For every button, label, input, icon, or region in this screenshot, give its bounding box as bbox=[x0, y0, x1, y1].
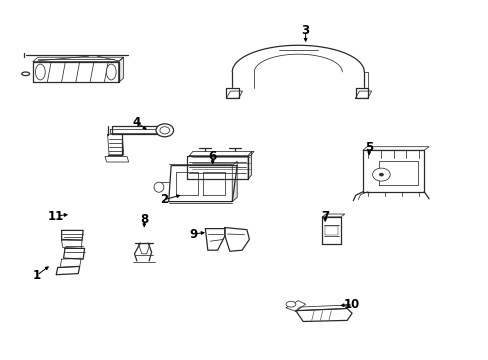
Polygon shape bbox=[295, 305, 350, 311]
Polygon shape bbox=[226, 91, 242, 98]
Polygon shape bbox=[33, 62, 118, 82]
Polygon shape bbox=[110, 129, 161, 133]
Polygon shape bbox=[226, 88, 238, 98]
Polygon shape bbox=[168, 166, 237, 202]
Polygon shape bbox=[362, 147, 428, 150]
Text: 5: 5 bbox=[365, 141, 372, 154]
Text: 3: 3 bbox=[301, 24, 309, 37]
Polygon shape bbox=[203, 172, 224, 195]
Text: 7: 7 bbox=[321, 210, 328, 222]
Polygon shape bbox=[224, 228, 249, 251]
Text: 11: 11 bbox=[48, 210, 64, 222]
Ellipse shape bbox=[154, 182, 163, 192]
Ellipse shape bbox=[160, 127, 169, 134]
Ellipse shape bbox=[372, 168, 389, 181]
Polygon shape bbox=[105, 157, 128, 162]
Polygon shape bbox=[232, 161, 237, 202]
Text: 4: 4 bbox=[133, 116, 141, 129]
Polygon shape bbox=[186, 156, 248, 179]
Polygon shape bbox=[322, 217, 340, 244]
Polygon shape bbox=[248, 151, 251, 179]
Text: 2: 2 bbox=[160, 193, 167, 206]
Text: 6: 6 bbox=[208, 150, 216, 163]
Ellipse shape bbox=[35, 64, 45, 80]
Ellipse shape bbox=[156, 124, 173, 137]
Polygon shape bbox=[355, 91, 371, 98]
Polygon shape bbox=[138, 244, 150, 254]
Polygon shape bbox=[61, 240, 82, 248]
Polygon shape bbox=[175, 172, 197, 195]
Polygon shape bbox=[107, 134, 123, 155]
Ellipse shape bbox=[22, 72, 30, 76]
Polygon shape bbox=[362, 150, 424, 192]
Polygon shape bbox=[324, 226, 338, 235]
Polygon shape bbox=[63, 248, 84, 259]
Polygon shape bbox=[232, 45, 364, 72]
Polygon shape bbox=[322, 214, 344, 217]
Text: 8: 8 bbox=[140, 213, 148, 226]
Ellipse shape bbox=[106, 64, 116, 80]
Polygon shape bbox=[205, 229, 224, 250]
Polygon shape bbox=[33, 57, 123, 62]
Polygon shape bbox=[118, 57, 123, 82]
Polygon shape bbox=[56, 266, 80, 275]
Text: 10: 10 bbox=[343, 298, 360, 311]
Ellipse shape bbox=[285, 301, 295, 307]
Ellipse shape bbox=[379, 173, 383, 176]
Polygon shape bbox=[61, 230, 83, 240]
Text: 1: 1 bbox=[33, 269, 41, 282]
Polygon shape bbox=[295, 309, 351, 321]
Polygon shape bbox=[378, 161, 417, 185]
Polygon shape bbox=[60, 258, 81, 267]
Text: 9: 9 bbox=[189, 228, 197, 240]
Polygon shape bbox=[355, 88, 367, 98]
Polygon shape bbox=[285, 301, 305, 311]
Polygon shape bbox=[189, 151, 254, 156]
